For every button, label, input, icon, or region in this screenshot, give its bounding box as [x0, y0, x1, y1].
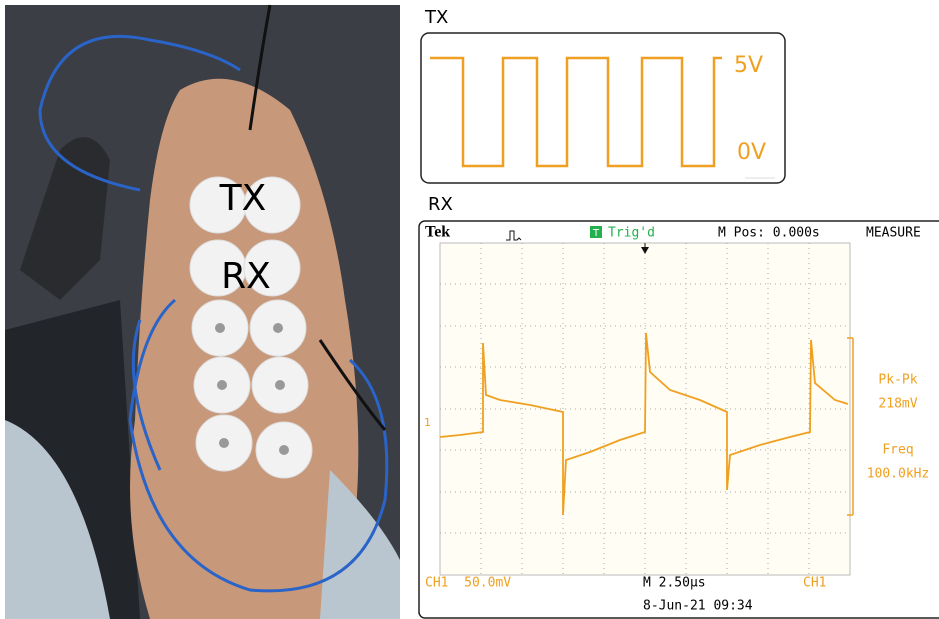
timestamp: 8-Jun-21 09:34: [643, 599, 753, 614]
tx-panel: [421, 33, 785, 183]
measure-value: 100.0kHz: [867, 467, 930, 482]
channel-marker: 1: [424, 416, 431, 429]
rx-title: RX: [428, 194, 453, 215]
trigger-source: CH1: [803, 576, 826, 591]
trigger-status: Trig'd: [608, 226, 655, 241]
menu: MEASURE: [866, 226, 921, 241]
timebase: M 2.50µs: [643, 576, 706, 591]
photo: TX RX: [5, 5, 400, 619]
photo-label: RX: [221, 256, 271, 297]
figure: TX RX TX 5V 0V RX Tek T Trig'd M Pos: 0.…: [0, 0, 939, 619]
measure-label: Freq: [882, 443, 913, 458]
measure-value: 218mV: [878, 397, 917, 412]
photo-label: TX: [219, 178, 267, 219]
high-label: 5V: [734, 53, 763, 78]
measure-label: Pk-Pk: [878, 373, 917, 388]
low-label: 0V: [737, 140, 766, 165]
scope-brand: Tek: [425, 224, 450, 241]
trigger-icon: T: [592, 228, 600, 239]
position: M Pos: 0.000s: [718, 226, 820, 241]
tx-title: TX: [424, 7, 448, 28]
channel-scale: CH1 50.0mV: [425, 576, 511, 591]
